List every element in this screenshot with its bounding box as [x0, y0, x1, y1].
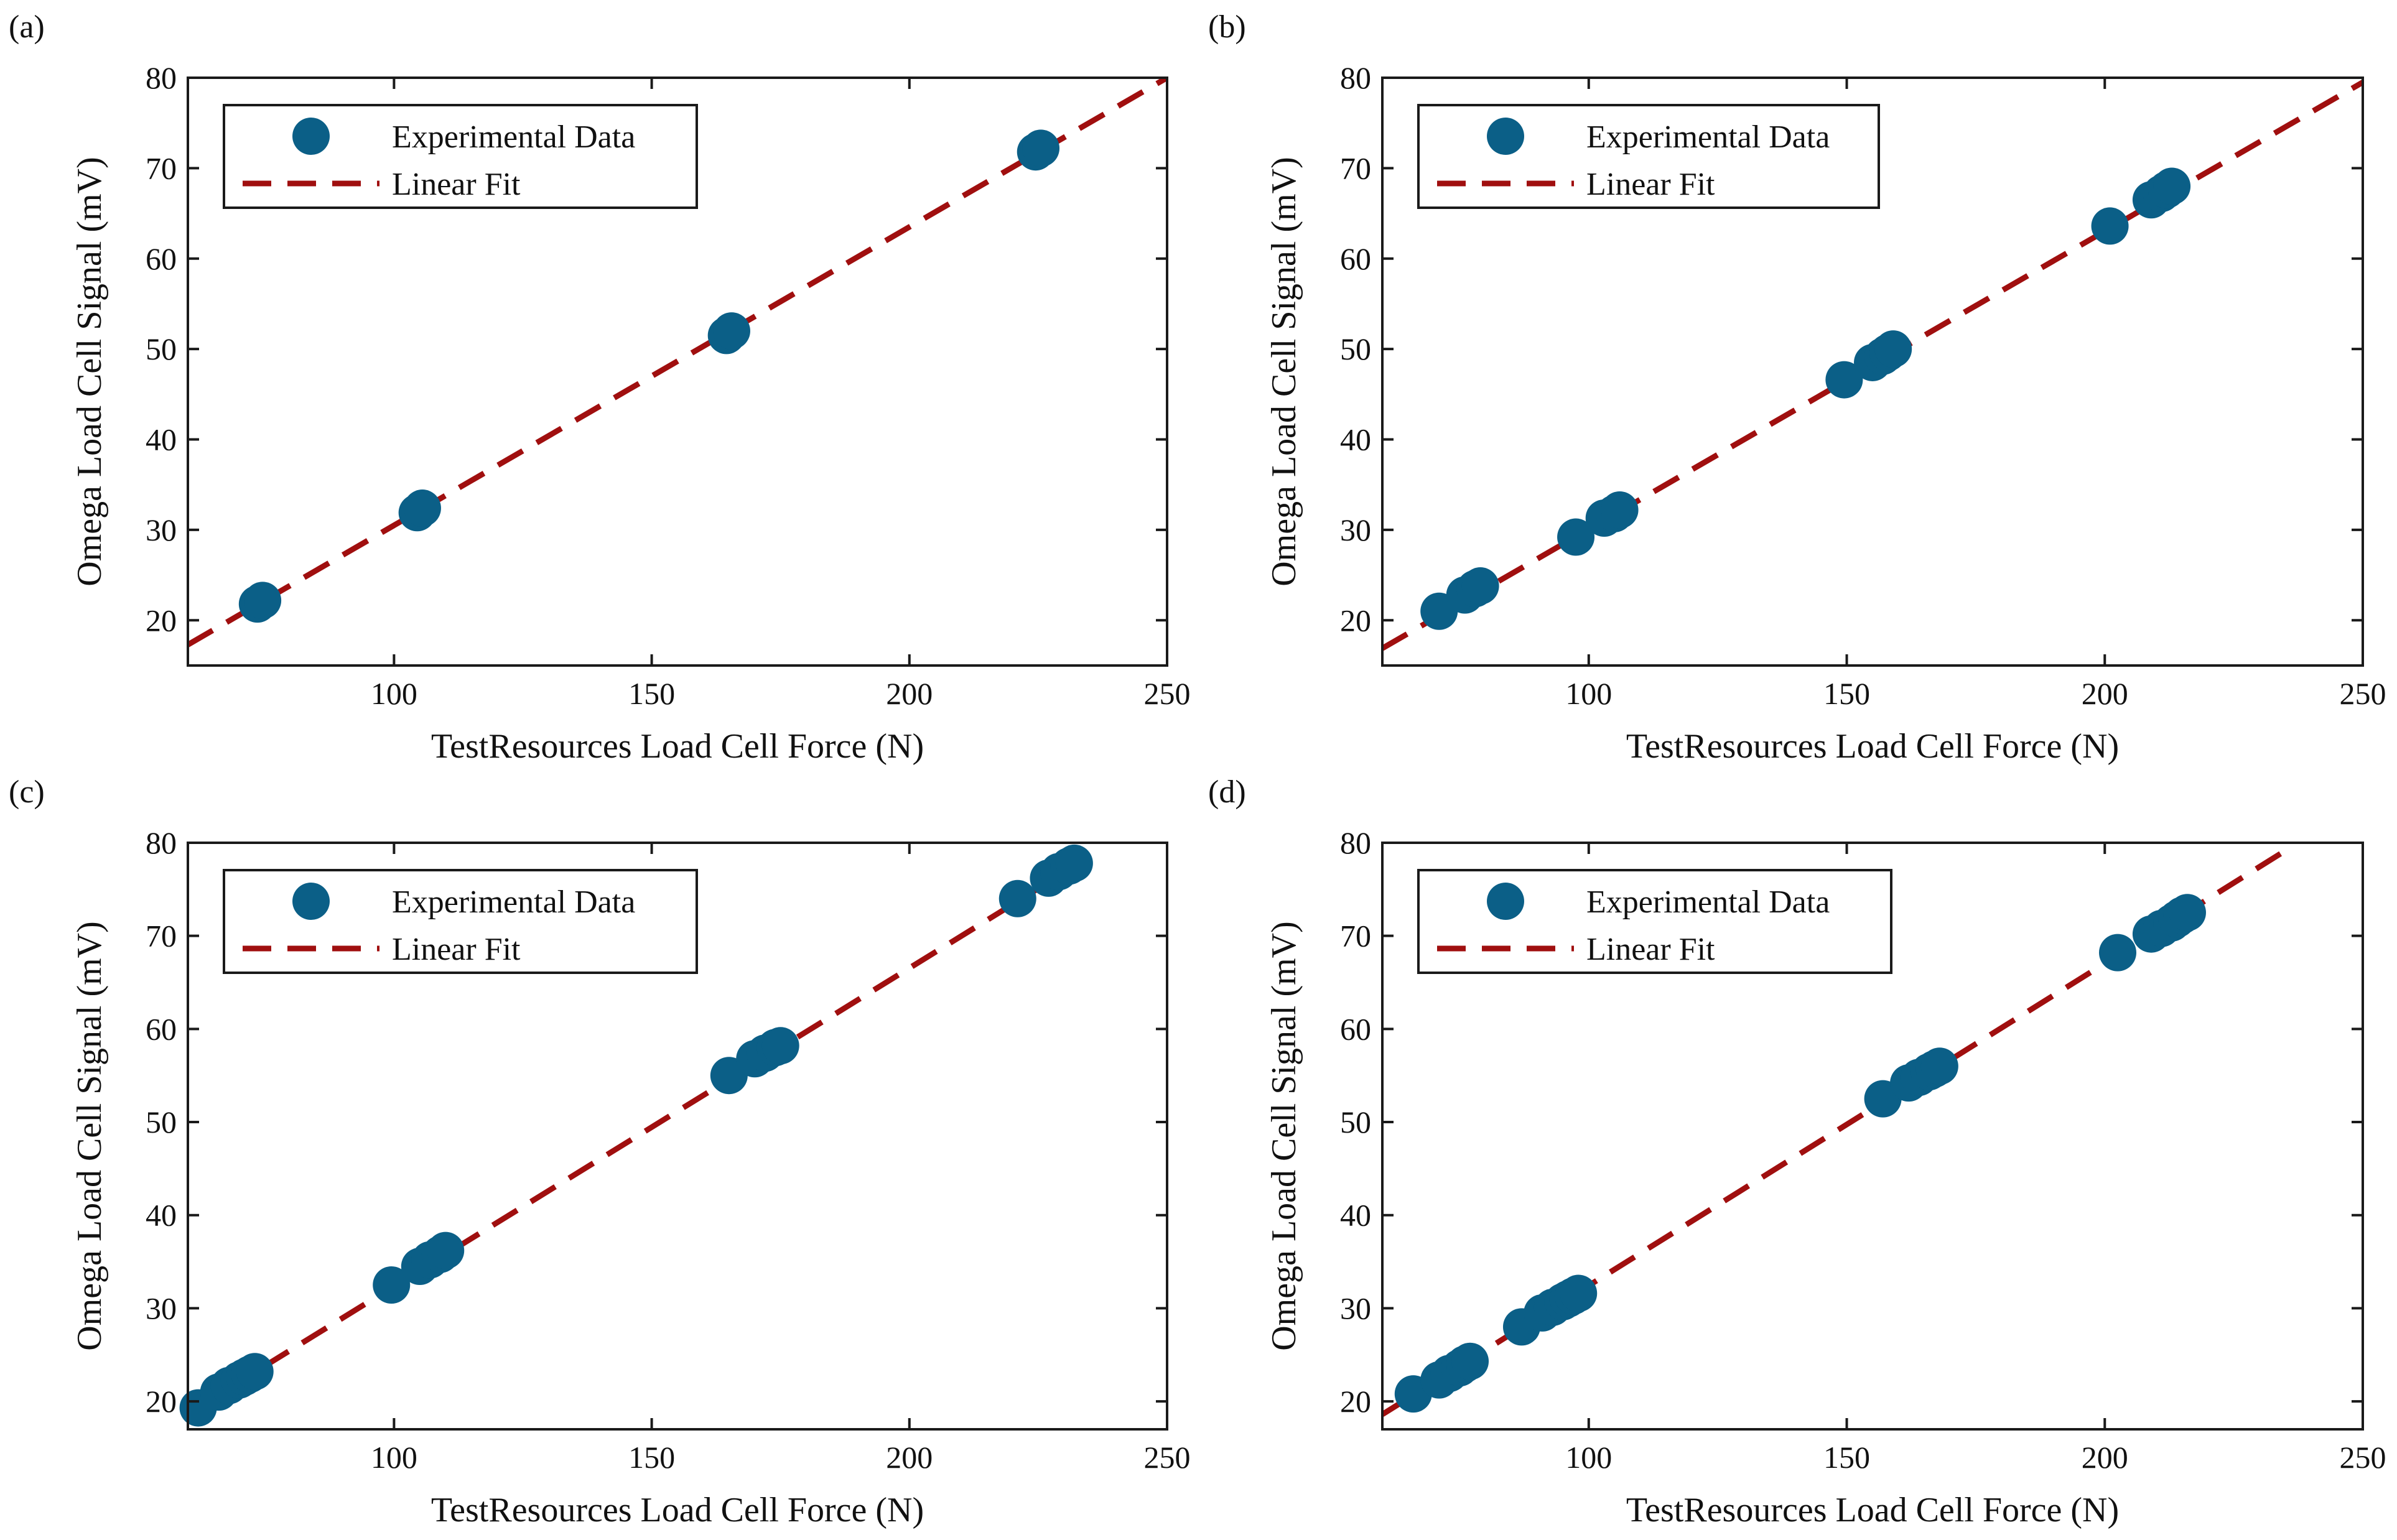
y-tick-label: 60 — [146, 241, 177, 276]
y-tick-label: 80 — [1340, 60, 1371, 95]
data-point — [1022, 129, 1059, 167]
x-tick-label: 250 — [2340, 1440, 2386, 1475]
chart-panel-3: (c) 100 150 200 250 20 30 40 50 60 70 80 TestResourc… — [9, 774, 1191, 1529]
x-tick-label: 100 — [371, 676, 417, 711]
legend-label-experimental: Experimental Data — [1586, 119, 1830, 155]
x-tick-label: 150 — [628, 1440, 675, 1475]
y-tick-label: 30 — [146, 1291, 177, 1325]
y-tick-label: 20 — [1340, 603, 1371, 638]
y-tick-label: 40 — [146, 422, 177, 457]
legend: Experimental Data Linear Fit — [224, 105, 697, 208]
x-tick-label: 150 — [1823, 676, 1870, 711]
data-point — [762, 1027, 799, 1064]
y-axis-title: Omega Load Cell Signal (mV) — [1265, 921, 1303, 1351]
data-point — [2169, 894, 2206, 931]
legend: Experimental Data Linear Fit — [1418, 870, 1891, 973]
legend-marker — [292, 883, 330, 920]
y-tick-label: 80 — [146, 825, 177, 860]
y-tick-label: 30 — [1340, 513, 1371, 547]
x-tick-label: 150 — [1823, 1440, 1870, 1475]
y-tick-label: 60 — [146, 1011, 177, 1046]
chart-panel-2: (b) 100 150 200 250 20 30 40 50 60 70 80 TestResourc… — [1208, 9, 2386, 766]
y-tick-label: 50 — [1340, 332, 1371, 366]
y-tick-label: 70 — [1340, 151, 1371, 185]
legend: Experimental Data Linear Fit — [1418, 105, 1879, 208]
legend: Experimental Data Linear Fit — [224, 870, 697, 973]
data-point — [2153, 167, 2190, 205]
data-point — [244, 582, 281, 619]
y-tick-label: 70 — [146, 151, 177, 185]
data-point — [1056, 845, 1093, 882]
y-tick-label: 50 — [146, 1105, 177, 1139]
legend-marker — [1487, 883, 1524, 920]
x-axis-title: TestResources Load Cell Force (N) — [1626, 727, 2119, 766]
data-point — [999, 880, 1036, 917]
y-axis-title: Omega Load Cell Signal (mV) — [1265, 157, 1303, 587]
x-tick-label: 250 — [1144, 676, 1191, 711]
legend-label-experimental: Experimental Data — [392, 119, 635, 155]
legend-label-experimental: Experimental Data — [1586, 884, 1830, 920]
y-tick-label: 80 — [146, 60, 177, 95]
data-point — [404, 489, 441, 527]
x-tick-label: 100 — [371, 1440, 417, 1475]
data-point — [2092, 207, 2129, 244]
x-axis-title: TestResources Load Cell Force (N) — [431, 727, 924, 766]
y-tick-label: 50 — [146, 332, 177, 366]
x-tick-label: 200 — [2082, 1440, 2128, 1475]
y-tick-label: 30 — [146, 513, 177, 547]
chart-panel-4: (d) 100 150 200 250 20 30 40 50 60 70 80 TestResourc… — [1208, 774, 2386, 1529]
x-tick-label: 100 — [1565, 676, 1612, 711]
data-point — [1921, 1047, 1958, 1085]
y-tick-label: 50 — [1340, 1105, 1371, 1139]
y-tick-label: 40 — [146, 1198, 177, 1233]
y-tick-label: 60 — [1340, 241, 1371, 276]
data-point — [1462, 567, 1499, 605]
data-point — [1601, 491, 1639, 529]
data-point — [2099, 934, 2136, 972]
y-tick-label: 20 — [1340, 1384, 1371, 1419]
data-point — [1560, 1274, 1597, 1312]
x-tick-label: 200 — [886, 1440, 933, 1475]
legend-label-fit: Linear Fit — [392, 932, 521, 967]
x-tick-label: 100 — [1565, 1440, 1612, 1475]
y-tick-label: 40 — [1340, 1198, 1371, 1233]
legend-label-fit: Linear Fit — [1586, 167, 1715, 202]
y-tick-label: 40 — [1340, 422, 1371, 457]
panel-label: (d) — [1208, 774, 1246, 810]
legend-marker — [1487, 118, 1524, 155]
y-tick-label: 60 — [1340, 1011, 1371, 1046]
x-axis-title: TestResources Load Cell Force (N) — [431, 1491, 924, 1529]
legend-label-experimental: Experimental Data — [392, 884, 635, 920]
y-tick-label: 70 — [146, 919, 177, 953]
y-tick-label: 80 — [1340, 825, 1371, 860]
data-point — [427, 1232, 464, 1269]
data-point — [713, 312, 750, 350]
data-point — [236, 1353, 274, 1390]
x-tick-label: 250 — [2340, 676, 2386, 711]
chart-panel-1: (a) 100 150 200 250 20 30 40 50 60 70 80 TestResourc… — [9, 9, 1191, 766]
panel-label: (c) — [9, 774, 45, 810]
x-tick-label: 200 — [2082, 676, 2128, 711]
x-tick-label: 150 — [628, 676, 675, 711]
y-tick-label: 70 — [1340, 919, 1371, 953]
y-tick-label: 20 — [146, 1384, 177, 1419]
legend-label-fit: Linear Fit — [392, 167, 521, 202]
x-tick-label: 200 — [886, 676, 933, 711]
x-tick-label: 250 — [1144, 1440, 1191, 1475]
legend-label-fit: Linear Fit — [1586, 932, 1715, 967]
y-axis-title: Omega Load Cell Signal (mV) — [70, 921, 109, 1351]
legend-marker — [292, 118, 330, 155]
figure: (a) 100 150 200 250 20 30 40 50 60 70 80 TestResourc… — [0, 0, 2397, 1540]
x-axis-title: TestResources Load Cell Force (N) — [1626, 1491, 2119, 1529]
y-tick-label: 20 — [146, 603, 177, 638]
panel-label: (a) — [9, 9, 45, 45]
data-point — [1451, 1343, 1489, 1380]
data-point — [1874, 330, 1912, 368]
panel-label: (b) — [1208, 9, 1246, 45]
y-tick-label: 30 — [1340, 1291, 1371, 1325]
y-axis-title: Omega Load Cell Signal (mV) — [70, 157, 109, 587]
